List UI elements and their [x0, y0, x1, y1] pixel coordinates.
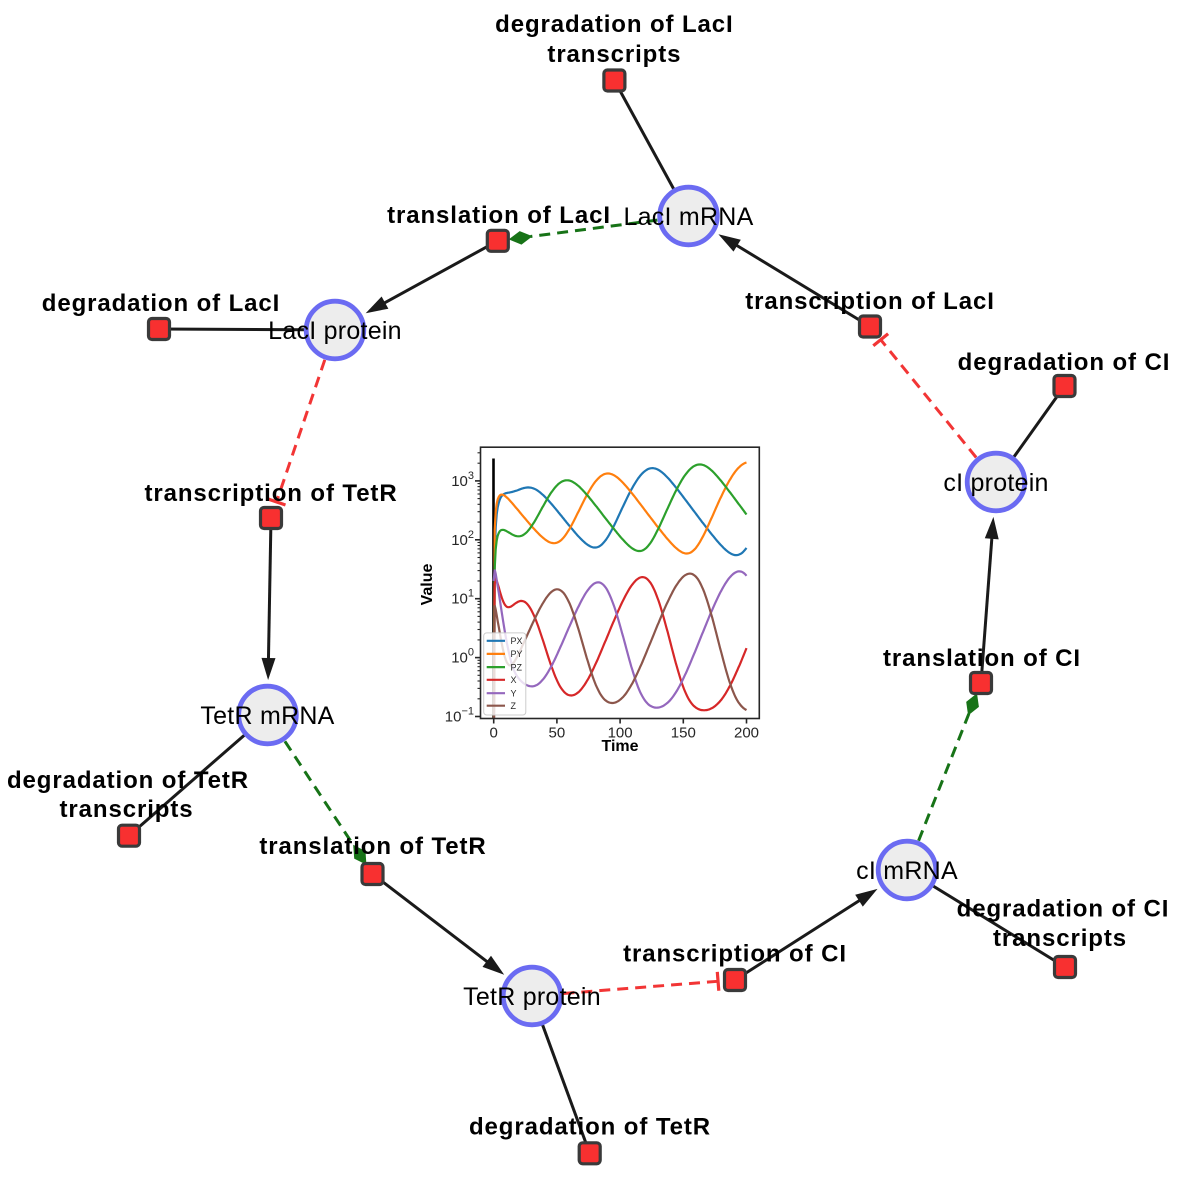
svg-text:PY: PY [511, 649, 523, 659]
svg-text:transcription of TetR: transcription of TetR [144, 480, 397, 507]
svg-text:PZ: PZ [511, 662, 523, 672]
svg-text:cI protein: cI protein [943, 469, 1048, 497]
svg-text:translation of TetR: translation of TetR [259, 833, 486, 860]
svg-text:50: 50 [549, 725, 566, 742]
svg-text:degradation of LacI: degradation of LacI [495, 11, 733, 38]
svg-text:100: 100 [608, 725, 633, 742]
svg-text:Z: Z [511, 701, 517, 711]
svg-text:transcription of LacI: transcription of LacI [745, 288, 995, 315]
svg-text:Y: Y [511, 688, 517, 698]
svg-text:degradation of TetR: degradation of TetR [7, 767, 249, 794]
svg-text:transcripts: transcripts [993, 925, 1127, 952]
svg-text:Value: Value [419, 564, 436, 606]
svg-text:transcription of CI: transcription of CI [623, 941, 847, 968]
svg-text:cI mRNA: cI mRNA [856, 857, 958, 885]
svg-text:degradation of LacI: degradation of LacI [42, 290, 280, 317]
svg-text:translation of LacI: translation of LacI [387, 202, 611, 229]
svg-text:degradation of CI: degradation of CI [958, 349, 1171, 376]
svg-text:transcripts: transcripts [547, 41, 681, 68]
svg-text:degradation of TetR: degradation of TetR [469, 1114, 711, 1141]
svg-text:150: 150 [671, 725, 696, 742]
svg-text:X: X [511, 675, 517, 685]
svg-text:200: 200 [734, 725, 759, 742]
svg-text:TetR protein: TetR protein [463, 983, 601, 1011]
svg-text:translation of CI: translation of CI [883, 645, 1081, 672]
svg-text:degradation of CI: degradation of CI [957, 896, 1170, 923]
svg-text:LacI protein: LacI protein [268, 317, 402, 345]
svg-text:Time: Time [601, 738, 638, 755]
svg-text:transcripts: transcripts [60, 796, 194, 823]
svg-text:TetR mRNA: TetR mRNA [200, 702, 334, 730]
svg-text:LacI mRNA: LacI mRNA [623, 203, 753, 231]
svg-text:PX: PX [511, 636, 523, 646]
svg-text:0: 0 [490, 725, 498, 742]
